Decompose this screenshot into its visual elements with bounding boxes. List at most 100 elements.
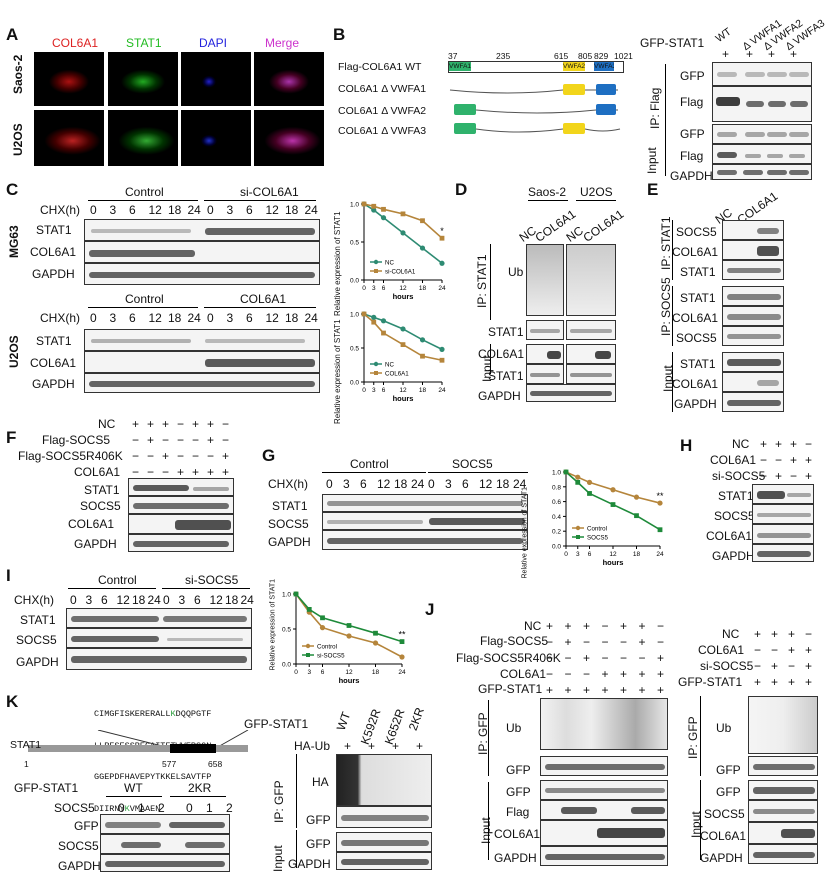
j-right-sign-2-2: − — [788, 659, 796, 673]
h-sign-0-3: − — [805, 437, 813, 451]
i-tp-6: 0 — [163, 593, 170, 607]
j-right-sign-0-1: + — [771, 627, 779, 641]
g-tp-1: 3 — [343, 477, 350, 491]
chart-c-top-ytick-label-0: 0.0 — [350, 278, 359, 285]
c-bottom-blot-gapdh — [84, 373, 320, 393]
c-top-tp-1: 3 — [109, 203, 117, 217]
chart-g-legend-label-0: Control — [587, 525, 607, 532]
chart-i-series-0-point-3 — [346, 633, 352, 639]
chart-i-series-1-point-3 — [346, 623, 352, 628]
chart-i-series-0-point-4 — [372, 640, 379, 646]
e-blot-ip1-col6a1 — [722, 240, 784, 260]
g-group-line-1 — [322, 472, 426, 473]
d-blot-in-stat1-saos2 — [526, 364, 564, 384]
d-blot-in-col6a1-u2os — [566, 344, 616, 364]
g-blot-gapdh — [322, 530, 528, 550]
j-left-sign-2-3: − — [601, 651, 609, 665]
chart-g-xtick-label-2: 6 — [588, 551, 592, 558]
chart-c-top-ytick-label-1: 0.5 — [350, 240, 359, 247]
chart-c-bot-series-1-point-4 — [420, 353, 425, 359]
micrograph-saos2-dapi — [181, 52, 251, 106]
k-seq-line-4: DIIRNYKVMAAEN — [94, 803, 161, 814]
e-input-row-gapdh: GAPDH — [674, 397, 717, 411]
c-top-chx: CHX(h) — [40, 203, 81, 217]
j-right-blot-in-gfp — [748, 780, 818, 800]
b-plus-1: + — [746, 47, 754, 61]
b-blot-ip-gfp — [712, 62, 812, 86]
chart-g-series-0-point-3 — [610, 487, 616, 493]
f-sign-0-1: + — [147, 417, 155, 431]
micrograph-u2os-merge — [254, 110, 324, 166]
j-left-sign-3-0: − — [546, 667, 554, 681]
j-left-blot-ub — [540, 698, 668, 750]
b-input-label: Input — [645, 147, 659, 174]
e-blot-in-gapdh — [722, 392, 784, 412]
chart-c-top-series-1-point-4 — [420, 218, 425, 224]
chart-c-top-xtick-label-4: 18 — [419, 285, 427, 292]
chart-g-series-1-point-0 — [563, 469, 569, 475]
chart-g-xtick-label-1: 3 — [576, 551, 580, 558]
c-bottom-tp-5: 24 — [187, 311, 201, 325]
i-tp-2: 6 — [101, 593, 108, 607]
i-tp-5: 24 — [147, 593, 161, 607]
g-row-socs5: SOCS5 — [268, 517, 309, 531]
k-haub-2: + — [392, 739, 400, 753]
j-right-in-col6a1: COL6A1 — [700, 829, 747, 843]
chart-g-series-0-point-4 — [633, 494, 640, 500]
c-top-blot-gapdh — [84, 263, 320, 285]
b-blot-input-gapdh — [712, 164, 812, 180]
g-tp-10: 18 — [496, 477, 510, 491]
chart-g-series-0-point-2 — [586, 479, 593, 485]
f-sign-3-0: − — [132, 465, 140, 479]
chart-i-legend-marker-0 — [305, 643, 311, 649]
d-group-saos2: Saos-2 — [528, 185, 567, 199]
j-left-sign-4-4: + — [620, 683, 628, 697]
chart-c-top-significance: * — [440, 226, 444, 236]
k-ip-label: IP: GFP — [272, 780, 286, 823]
panel-label-b: B — [333, 25, 346, 44]
c-bottom-chx: CHX(h) — [40, 311, 81, 325]
micrograph-saos2-col6a1 — [34, 52, 104, 106]
e-input-bracket — [672, 352, 673, 412]
chart-i-xtick-label-4: 18 — [372, 669, 380, 676]
panel-label-d: D — [455, 180, 468, 199]
k-blot-in-gapdh — [336, 852, 432, 870]
chart-g-xtick-label-0: 0 — [564, 551, 568, 558]
h-row-gapdh: GAPDH — [712, 549, 755, 563]
i-tp-7: 3 — [178, 593, 186, 607]
j-right-sign-2-1: + — [771, 659, 779, 673]
j-left-sign-4-1: + — [564, 683, 572, 697]
j-right-ip-gfp: GFP — [716, 763, 741, 777]
f-sign-0-4: + — [192, 417, 200, 431]
j-left-sign-4-6: + — [657, 683, 665, 697]
e-ip2-label: IP: SOCS5 — [659, 277, 673, 336]
j-left-sign-1-4: − — [620, 635, 628, 649]
b-lane-wt: WT — [713, 25, 734, 45]
i-group-si: si-SOCS5 — [185, 573, 239, 587]
j-right-sign-2-0: − — [754, 659, 762, 673]
i-blot-gapdh — [66, 648, 252, 670]
chart-g-legend-label-1: SOCS5 — [587, 534, 609, 541]
chart-i-legend-marker-1 — [306, 653, 310, 657]
h-cond-nc: NC — [732, 437, 750, 451]
g-group-control: Control — [350, 457, 389, 471]
g-row-gapdh: GAPDH — [268, 535, 311, 549]
chart-c-bot-legend-label-1: COL6A1 — [385, 370, 409, 377]
chart-c-bot-series-1-point-3 — [400, 342, 406, 347]
c-bottom-group-line-2 — [204, 307, 316, 308]
f-sign-1-5: + — [207, 433, 215, 447]
chart-c-top-series-0-point-4 — [419, 245, 426, 251]
j-left-sign-3-3: + — [601, 667, 609, 681]
e-input-row-col6a1: COL6A1 — [672, 377, 719, 391]
pos-235: 235 — [496, 51, 511, 61]
g-blot-socs5 — [322, 512, 528, 530]
k-input-label: Input — [271, 845, 285, 872]
j-right-blot-in-col6a1 — [748, 822, 818, 844]
chart-c-top-series-1-point-5 — [439, 235, 445, 241]
d-blot-in-col6a1-saos2 — [526, 344, 564, 364]
b-blot-input-gfp — [712, 124, 812, 144]
e-blot-ip2-socs5 — [722, 326, 784, 346]
h-sign-0-0: + — [760, 437, 768, 451]
d-lane-col6a1-2: COL6A1 — [580, 206, 627, 245]
k-res-577: 577 — [162, 759, 177, 769]
